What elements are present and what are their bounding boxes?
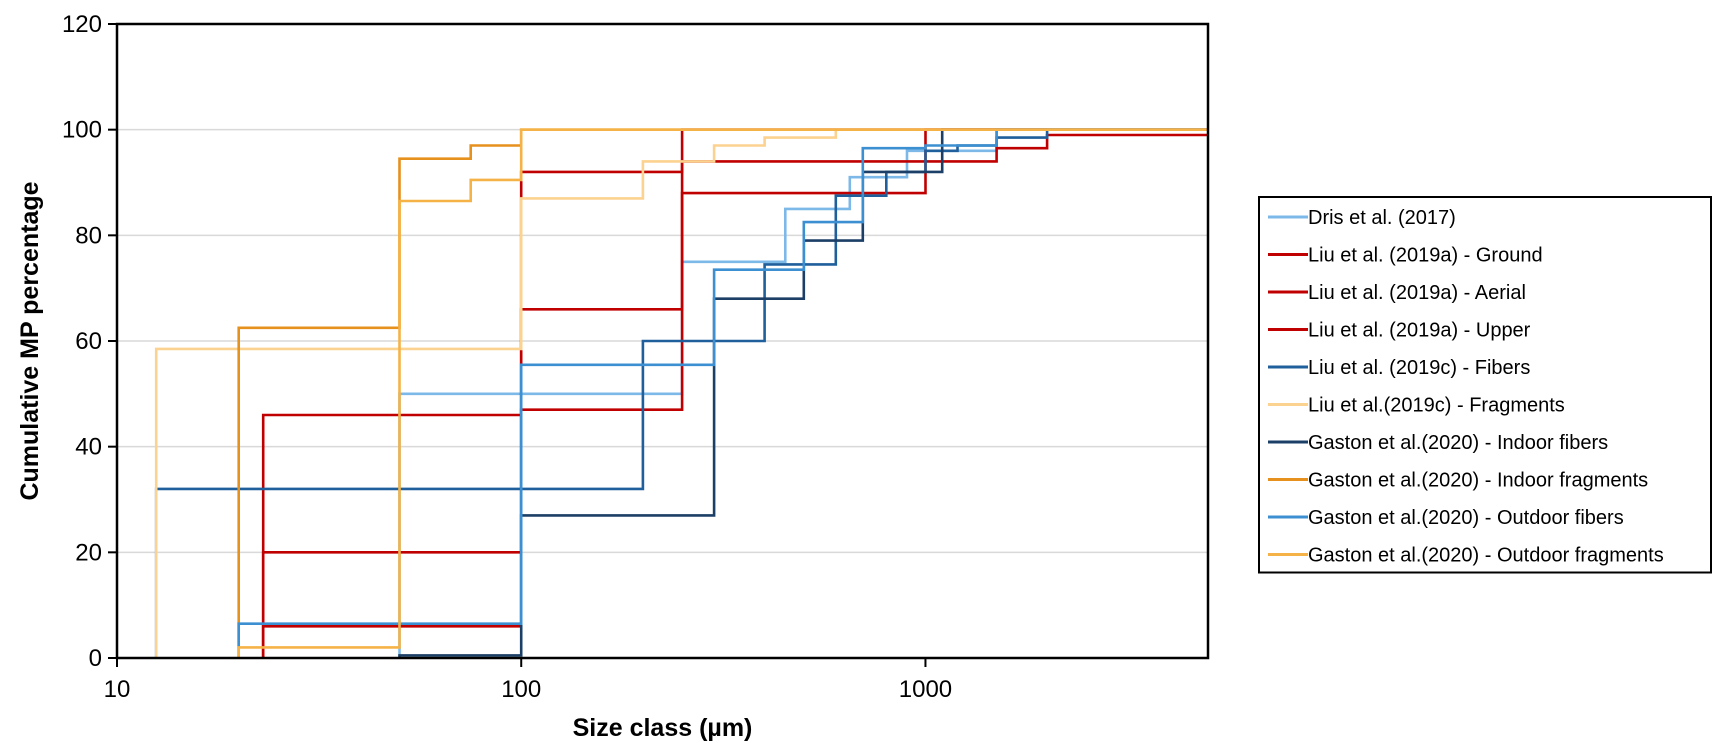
y-tick-label: 40 [75,434,102,461]
series-line [237,128,1208,658]
legend-entry: Liu et al.(2019c) - Fragments [1308,395,1565,417]
series-line [261,133,1208,658]
y-tick-label: 0 [89,645,102,672]
x-axis-title: Size class (µm) [573,714,753,742]
y-tick-label: 120 [62,11,102,38]
x-tick-label: 1000 [899,676,952,703]
y-tick-label: 20 [75,539,102,566]
tick-layer: 0 20 40 60 80 100 120 10 100 1000 [62,11,952,703]
legend-entry: Dris et al. (2017) [1308,207,1456,229]
legend-entry: Gaston et al.(2020) - Outdoor fragments [1308,545,1664,567]
y-tick-label: 80 [75,222,102,249]
series-line [398,128,1208,658]
legend-entry: Liu et al. (2019a) - Upper [1308,320,1531,342]
series-line [237,128,1208,658]
y-tick-label: 60 [75,328,102,355]
legend: Dris et al. (2017) Liu et al. (2019a) - G… [1258,196,1712,574]
series-line [398,129,998,658]
legend-entry: Liu et al. (2019c) - Fibers [1308,357,1530,379]
legend-box [1258,196,1712,574]
y-axis-title: Cumulative MP percentage [16,181,44,500]
y-tick-label: 100 [62,117,102,144]
series-line [237,128,1208,658]
legend-entry: Liu et al. (2019a) - Ground [1308,245,1543,267]
series-layer [154,128,1208,658]
series-line [154,128,1208,658]
legend-entry: Liu et al. (2019a) - Aerial [1308,282,1526,304]
x-tick-label: 10 [104,676,131,703]
x-tick-label: 100 [501,676,541,703]
legend-entry: Gaston et al.(2020) - Outdoor fibers [1308,507,1624,529]
legend-entry: Gaston et al.(2020) - Indoor fragments [1308,470,1648,492]
legend-entry: Gaston et al.(2020) - Indoor fibers [1308,432,1608,454]
